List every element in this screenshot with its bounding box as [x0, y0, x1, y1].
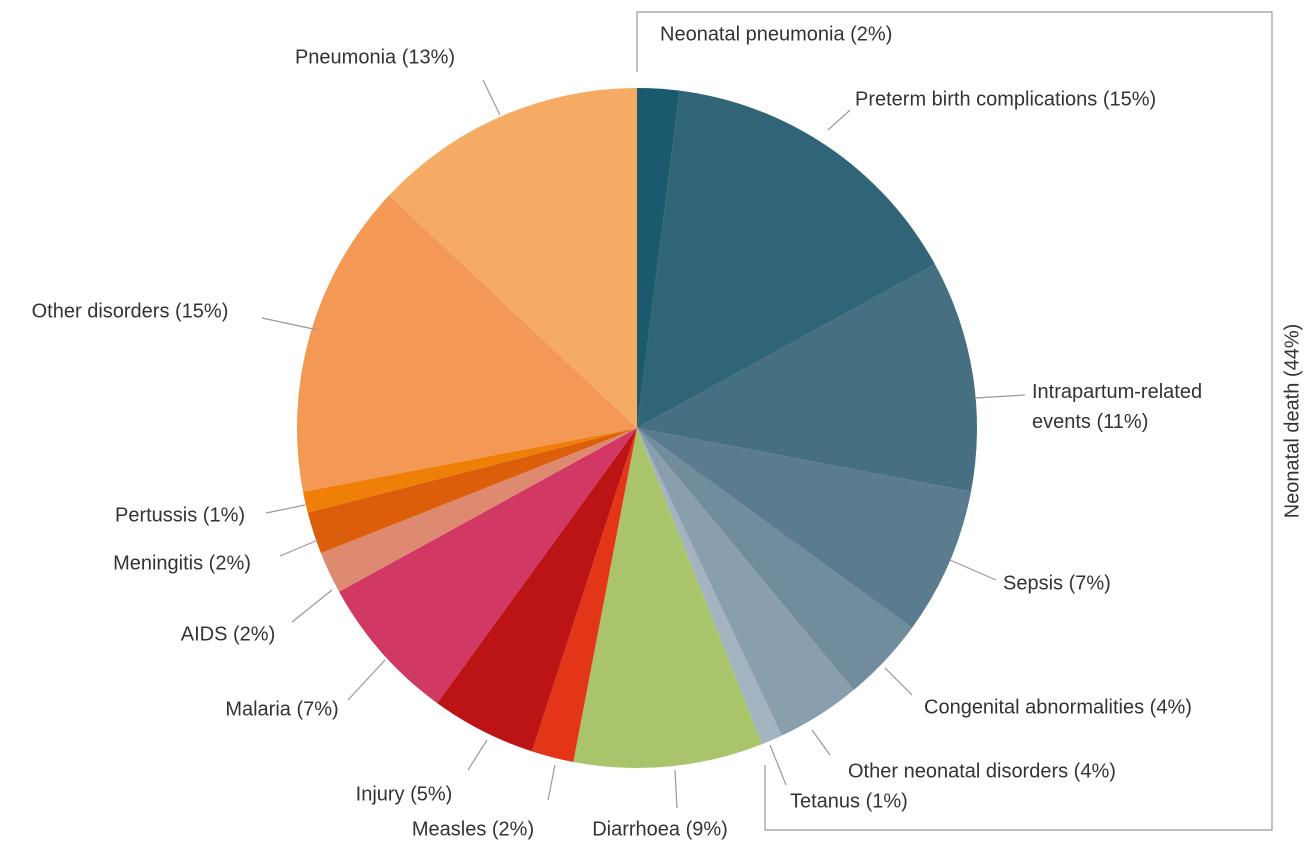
leader-line — [949, 559, 997, 581]
slice — [531, 428, 637, 762]
annotation: Neonatal death (44%) — [1281, 324, 1303, 519]
slice — [637, 88, 680, 428]
slice — [320, 428, 637, 592]
leader-line — [261, 317, 319, 331]
slice — [637, 428, 913, 690]
slice-label: Neonatal pneumonia (2%) — [660, 23, 892, 45]
slice — [307, 428, 637, 554]
slice — [389, 88, 637, 428]
slice-label: Congenital abnormalities (4%) — [924, 696, 1192, 718]
slice-label: Meningitis (2%) — [113, 552, 251, 574]
slice — [303, 428, 637, 513]
slices — [297, 88, 977, 769]
bracket — [636, 11, 1273, 831]
slice-label: Pneumonia (13%) — [295, 46, 455, 68]
slice-label: Pertussis (1%) — [115, 504, 245, 526]
slice — [637, 428, 854, 736]
leader-line — [347, 659, 386, 701]
slice-label: Measles (2%) — [412, 818, 534, 840]
leader-line — [291, 589, 333, 623]
leader-line — [547, 764, 556, 801]
leader-line — [674, 769, 678, 809]
slice — [637, 428, 782, 745]
slice-label: Sepsis (7%) — [1003, 572, 1111, 594]
slice — [573, 428, 763, 769]
slice-label: Tetanus (1%) — [790, 790, 908, 812]
slice — [637, 264, 977, 492]
leader-line — [769, 744, 787, 786]
slice — [339, 428, 637, 704]
slice — [437, 428, 637, 752]
leader-line — [482, 79, 501, 116]
slice — [637, 90, 935, 428]
slice-label: Intrapartum-related events (11%) — [1032, 381, 1202, 433]
slice-label: Diarrhoea (9%) — [592, 818, 728, 840]
leader-line — [265, 504, 306, 514]
slice-label-line: Intrapartum-related — [1032, 381, 1202, 403]
leader-line — [827, 109, 851, 131]
leader-line — [279, 539, 319, 557]
slice-label: Other disorders (15%) — [32, 300, 229, 322]
leader-line — [467, 739, 488, 771]
slice — [297, 195, 637, 492]
slice-label: Preterm birth complications (15%) — [855, 88, 1156, 110]
slice — [637, 428, 971, 628]
leader-line — [884, 667, 913, 696]
slice-label: Injury (5%) — [356, 783, 453, 805]
leader-line — [974, 394, 1026, 399]
slice-label: AIDS (2%) — [181, 623, 275, 645]
leader-line — [811, 729, 831, 756]
slice-label: Malaria (7%) — [225, 698, 338, 720]
slice-label: Other neonatal disorders (4%) — [848, 760, 1116, 782]
slice-label-line: events (11%) — [1032, 411, 1148, 433]
